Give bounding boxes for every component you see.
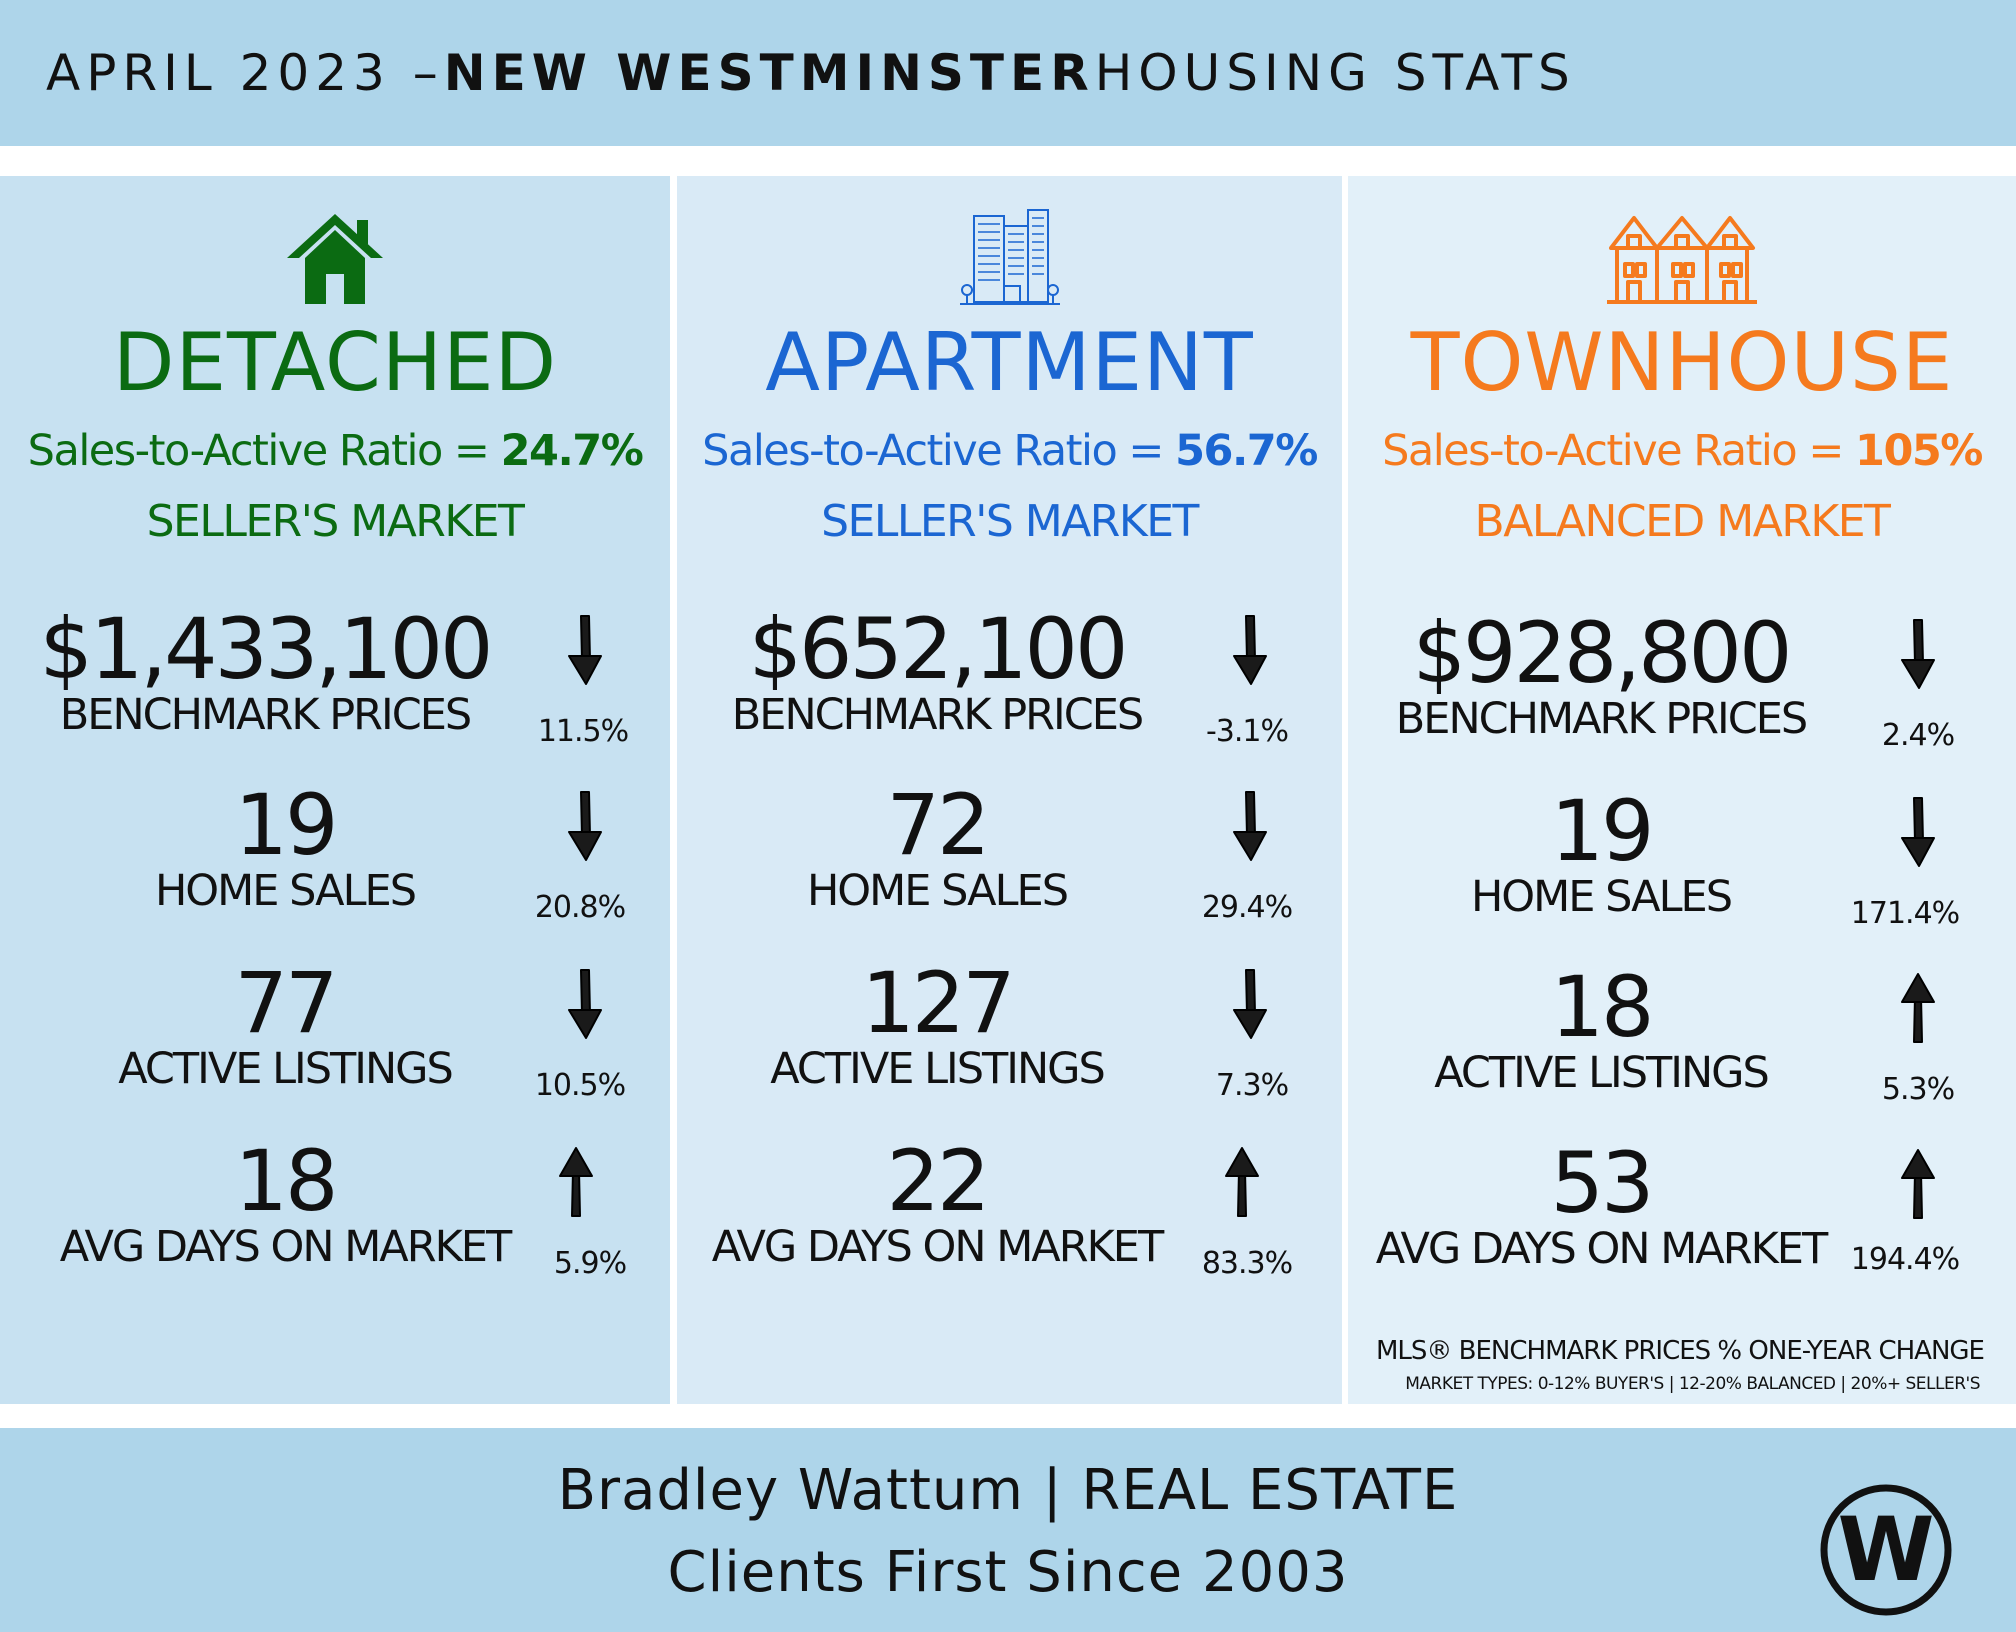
arrow-down-icon: [1233, 791, 1267, 861]
stat-value: 19: [1550, 782, 1655, 880]
stat-change: 10.5%: [534, 1068, 626, 1103]
market-type: SELLER'S MARKET: [821, 496, 1199, 547]
arrow-up-icon: [1901, 973, 1935, 1043]
arrow-up-icon: [559, 1147, 593, 1217]
arrow-up-icon: [1225, 1147, 1259, 1217]
ratio-value: 56.7%: [1175, 426, 1318, 476]
stat-avg-days: 53 AVG DAYS ON MARKET 194.4%: [1348, 1138, 2016, 1288]
footer-tagline: Clients First Since 2003: [667, 1540, 1349, 1605]
arrow-down-icon: [568, 615, 602, 685]
arrow-down-icon: [1901, 619, 1935, 689]
stat-value: 18: [234, 1132, 339, 1230]
page-header: APRIL 2023 – NEW WESTMINSTER HOUSING STA…: [0, 0, 2016, 146]
brand-logo-icon: W: [1820, 1484, 1952, 1616]
stat-value: $1,433,100: [39, 600, 494, 698]
header-prefix: APRIL 2023 –: [46, 44, 444, 102]
stat-change: 194.4%: [1850, 1242, 1960, 1277]
stat-value: 72: [886, 776, 991, 874]
stat-benchmark-price: $652,100 BENCHMARK PRICES -3.1%: [677, 604, 1342, 754]
sales-to-active-ratio: Sales-to-Active Ratio = 24.7%: [0, 426, 670, 476]
stat-value: $928,800: [1412, 604, 1793, 702]
house-icon: [283, 208, 387, 313]
townhouse-column: TOWNHOUSE Sales-to-Active Ratio = 105% B…: [1348, 176, 2016, 1404]
market-type: SELLER'S MARKET: [146, 496, 525, 547]
stat-avg-days: 18 AVG DAYS ON MARKET 5.9%: [0, 1136, 670, 1286]
stat-value: 77: [234, 954, 339, 1052]
ratio-label: Sales-to-Active Ratio =: [1382, 426, 1856, 476]
stat-label: ACTIVE LISTINGS: [118, 1044, 454, 1094]
stat-avg-days: 22 AVG DAYS ON MARKET 83.3%: [677, 1136, 1342, 1286]
logo-letter: W: [1837, 1498, 1934, 1601]
benchmark-note: MLS® BENCHMARK PRICES % ONE-YEAR CHANGE: [1375, 1336, 1985, 1366]
ratio-label: Sales-to-Active Ratio =: [702, 426, 1176, 476]
stat-benchmark-price: $1,433,100 BENCHMARK PRICES 11.5%: [0, 604, 670, 754]
stat-change: 20.8%: [534, 890, 626, 925]
stat-label: AVG DAYS ON MARKET: [711, 1222, 1164, 1272]
detached-column: DETACHED Sales-to-Active Ratio = 24.7% S…: [0, 176, 670, 1404]
column-title: TOWNHOUSE: [1410, 316, 1954, 409]
stat-change: 83.3%: [1201, 1246, 1293, 1281]
stat-label: BENCHMARK PRICES: [59, 690, 472, 740]
apartment-building-icon: [959, 208, 1060, 313]
stat-change: -3.1%: [1205, 714, 1289, 749]
stat-value: $652,100: [748, 600, 1129, 698]
stat-label: ACTIVE LISTINGS: [770, 1044, 1106, 1094]
page-footer: Bradley Wattum | REAL ESTATE Clients Fir…: [0, 1428, 2016, 1632]
stat-active-listings: 77 ACTIVE LISTINGS 10.5%: [0, 958, 670, 1108]
stat-label: ACTIVE LISTINGS: [1434, 1048, 1770, 1098]
townhouse-icon: [1607, 208, 1757, 313]
header-suffix: HOUSING STATS: [1094, 44, 1576, 102]
column-title: DETACHED: [112, 316, 558, 409]
arrow-down-icon: [568, 791, 602, 861]
stat-label: HOME SALES: [154, 866, 417, 916]
market-type: BALANCED MARKET: [1474, 496, 1891, 547]
ratio-value: 24.7%: [500, 426, 644, 476]
stat-label: BENCHMARK PRICES: [731, 690, 1144, 740]
ratio-label: Sales-to-Active Ratio =: [27, 426, 501, 476]
stat-benchmark-price: $928,800 BENCHMARK PRICES 2.4%: [1348, 608, 2016, 758]
ratio-value: 105%: [1855, 426, 1983, 476]
stat-value: 18: [1550, 958, 1655, 1056]
stat-label: BENCHMARK PRICES: [1395, 694, 1808, 744]
stat-active-listings: 18 ACTIVE LISTINGS 5.3%: [1348, 962, 2016, 1112]
stat-label: HOME SALES: [1470, 872, 1733, 922]
arrow-down-icon: [568, 969, 602, 1039]
stat-value: 127: [861, 954, 1015, 1052]
stat-value: 19: [234, 776, 339, 874]
stat-change: 5.3%: [1881, 1072, 1955, 1107]
stat-label: AVG DAYS ON MARKET: [1375, 1224, 1828, 1274]
stat-change: 2.4%: [1881, 718, 1955, 753]
sales-to-active-ratio: Sales-to-Active Ratio = 56.7%: [677, 426, 1342, 476]
arrow-down-icon: [1901, 797, 1935, 867]
footer-name: Bradley Wattum | REAL ESTATE: [557, 1458, 1459, 1523]
stat-change: 5.9%: [553, 1246, 627, 1281]
stat-change: 7.3%: [1215, 1068, 1289, 1103]
stat-change: 11.5%: [537, 714, 629, 749]
header-area: NEW WESTMINSTER: [443, 44, 1095, 102]
stat-label: AVG DAYS ON MARKET: [59, 1222, 512, 1272]
stat-home-sales: 19 HOME SALES 171.4%: [1348, 786, 2016, 936]
column-title: APARTMENT: [765, 316, 1254, 409]
sales-to-active-ratio: Sales-to-Active Ratio = 105%: [1348, 426, 2016, 476]
arrow-up-icon: [1901, 1149, 1935, 1219]
stat-active-listings: 127 ACTIVE LISTINGS 7.3%: [677, 958, 1342, 1108]
stat-home-sales: 19 HOME SALES 20.8%: [0, 780, 670, 930]
stat-value: 53: [1550, 1134, 1655, 1232]
market-types-note: MARKET TYPES: 0-12% BUYER'S | 12-20% BAL…: [1405, 1374, 1980, 1394]
stat-change: 29.4%: [1201, 890, 1293, 925]
stat-value: 22: [886, 1132, 991, 1230]
stat-home-sales: 72 HOME SALES 29.4%: [677, 780, 1342, 930]
arrow-down-icon: [1233, 615, 1267, 685]
stat-label: HOME SALES: [806, 866, 1069, 916]
stat-change: 171.4%: [1850, 896, 1960, 931]
apartment-column: APARTMENT Sales-to-Active Ratio = 56.7% …: [677, 176, 1342, 1404]
arrow-down-icon: [1233, 969, 1267, 1039]
